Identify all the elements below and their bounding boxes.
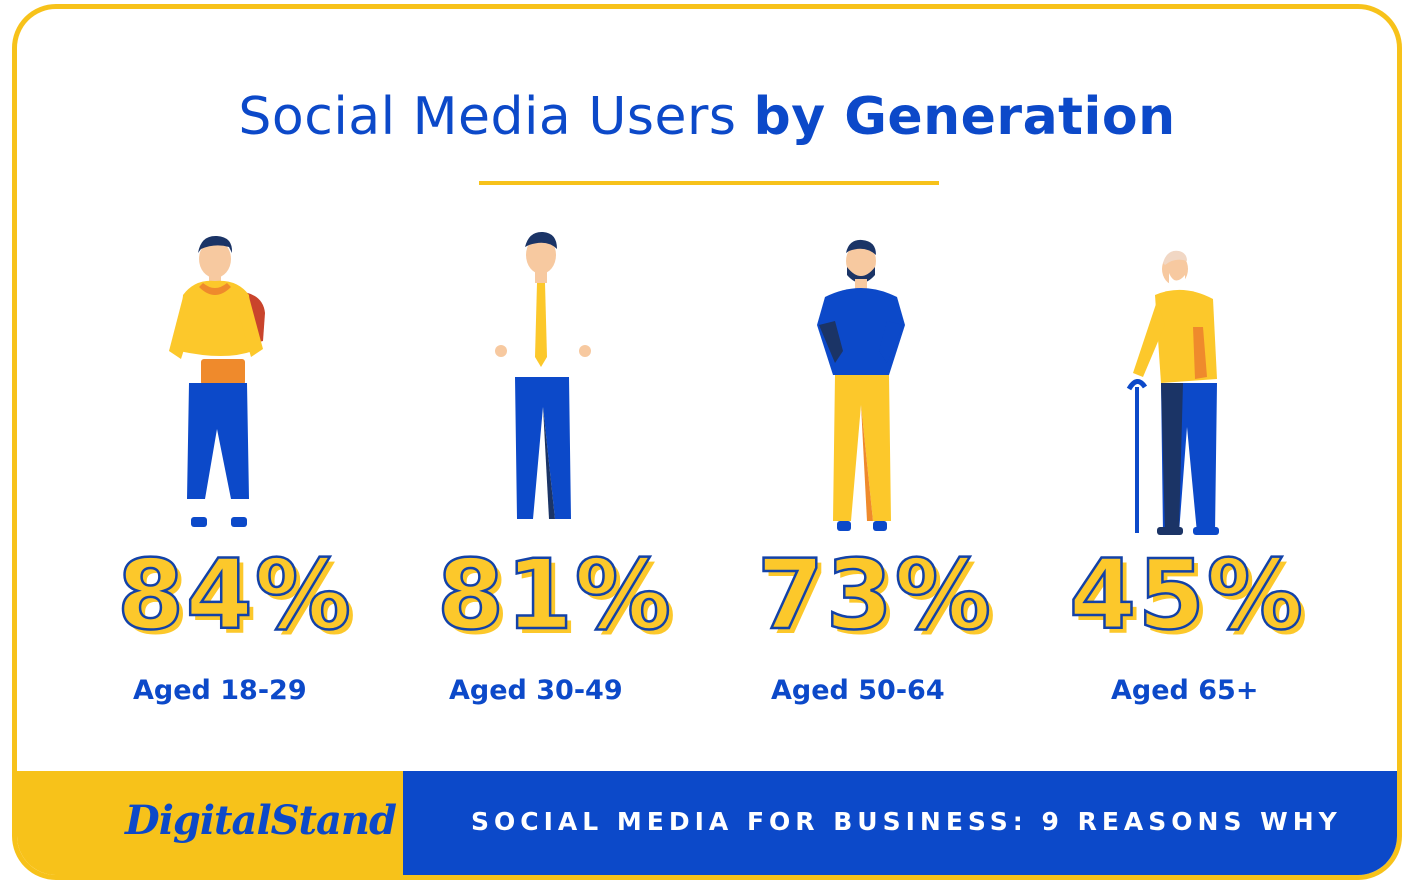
label-aged-18-29: Aged 18-29 <box>133 675 307 706</box>
footer-banner: SOCIAL MEDIA FOR BUSINESS: 9 REASONS WHY <box>403 771 1397 875</box>
percent-aged-30-49: 81% <box>436 538 673 653</box>
young-man-illustration <box>155 231 275 531</box>
business-man-illustration <box>485 227 605 527</box>
infographic-card: Social Media Users by Generation <box>12 4 1402 880</box>
elderly-man-illustration <box>1117 247 1227 537</box>
page-title: Social Media Users by Generation <box>17 87 1397 147</box>
percent-aged-18-29: 84% <box>116 538 353 653</box>
label-aged-30-49: Aged 30-49 <box>449 675 623 706</box>
footer-logo-panel: DigitalStand <box>17 771 403 875</box>
title-light: Social Media Users <box>238 87 737 147</box>
label-aged-50-64: Aged 50-64 <box>771 675 945 706</box>
label-aged-65-plus: Aged 65+ <box>1111 675 1259 706</box>
percent-aged-50-64: 73% <box>756 538 993 653</box>
percent-aged-65-plus: 45% <box>1068 538 1305 653</box>
title-bold: by Generation <box>753 87 1176 147</box>
digitalstand-logo[interactable]: DigitalStand <box>125 797 397 844</box>
footer-tagline: SOCIAL MEDIA FOR BUSINESS: 9 REASONS WHY <box>471 807 1342 836</box>
title-underline <box>479 181 939 185</box>
bearded-man-illustration <box>799 235 929 535</box>
